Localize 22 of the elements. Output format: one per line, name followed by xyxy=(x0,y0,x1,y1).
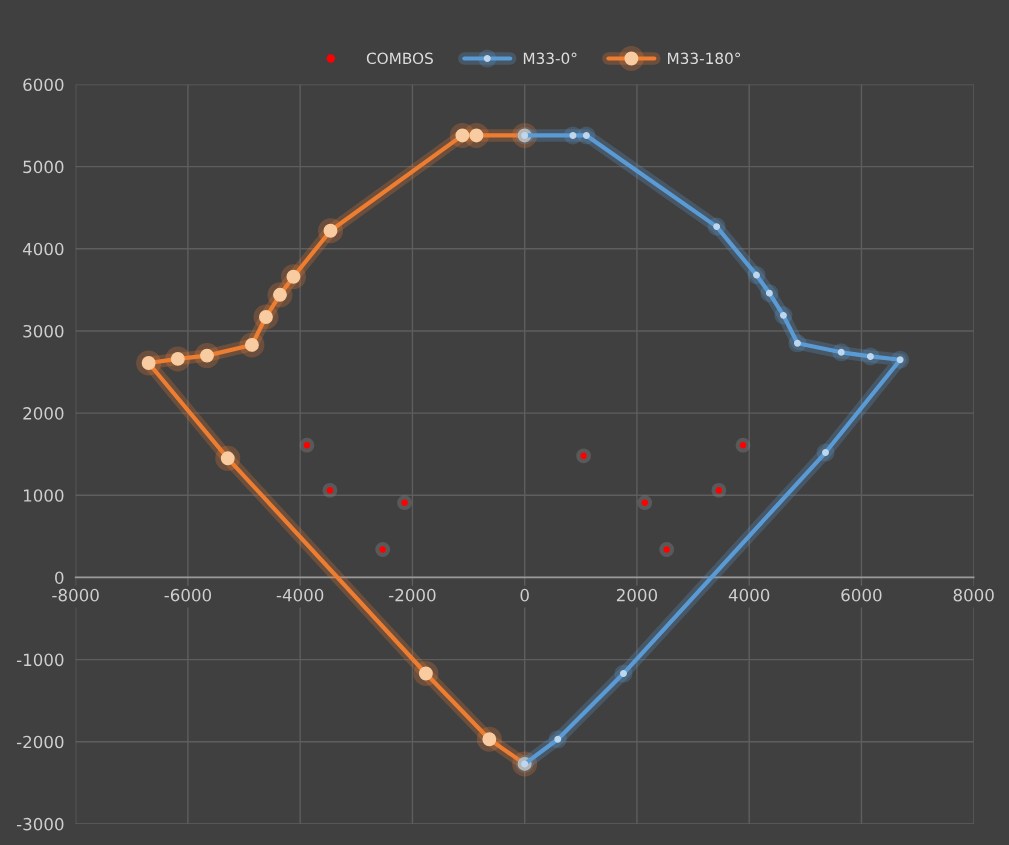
legend-label: COMBOS xyxy=(366,52,433,65)
x-tick-label: -2000 xyxy=(389,588,436,602)
x-tick-label: 0 xyxy=(520,588,529,602)
y-tick-label: 4000 xyxy=(22,242,64,256)
x-tick-label: 8000 xyxy=(953,588,994,602)
y-tick-label: 1000 xyxy=(23,489,64,502)
y-tick-label: 3000 xyxy=(23,324,64,338)
y-tick-label: 6000 xyxy=(23,78,64,92)
x-tick-label: 4000 xyxy=(728,588,770,602)
y-tick-label: -3000 xyxy=(16,817,64,831)
legend-label: M33-180° xyxy=(668,52,740,65)
y-tick-label: 5000 xyxy=(23,160,64,174)
x-tick-label: -6000 xyxy=(164,588,212,602)
x-tick-label: 6000 xyxy=(841,588,882,602)
y-tick-label: 2000 xyxy=(23,407,64,420)
y-tick-label: -2000 xyxy=(16,735,64,749)
y-tick-label: 0 xyxy=(55,571,64,584)
x-tick-label: -8000 xyxy=(52,588,99,602)
legend-label: M33-0° xyxy=(523,52,577,65)
x-tick-label: 2000 xyxy=(616,588,658,602)
y-tick-label: -1000 xyxy=(16,653,64,667)
x-tick-label: -4000 xyxy=(276,588,324,602)
